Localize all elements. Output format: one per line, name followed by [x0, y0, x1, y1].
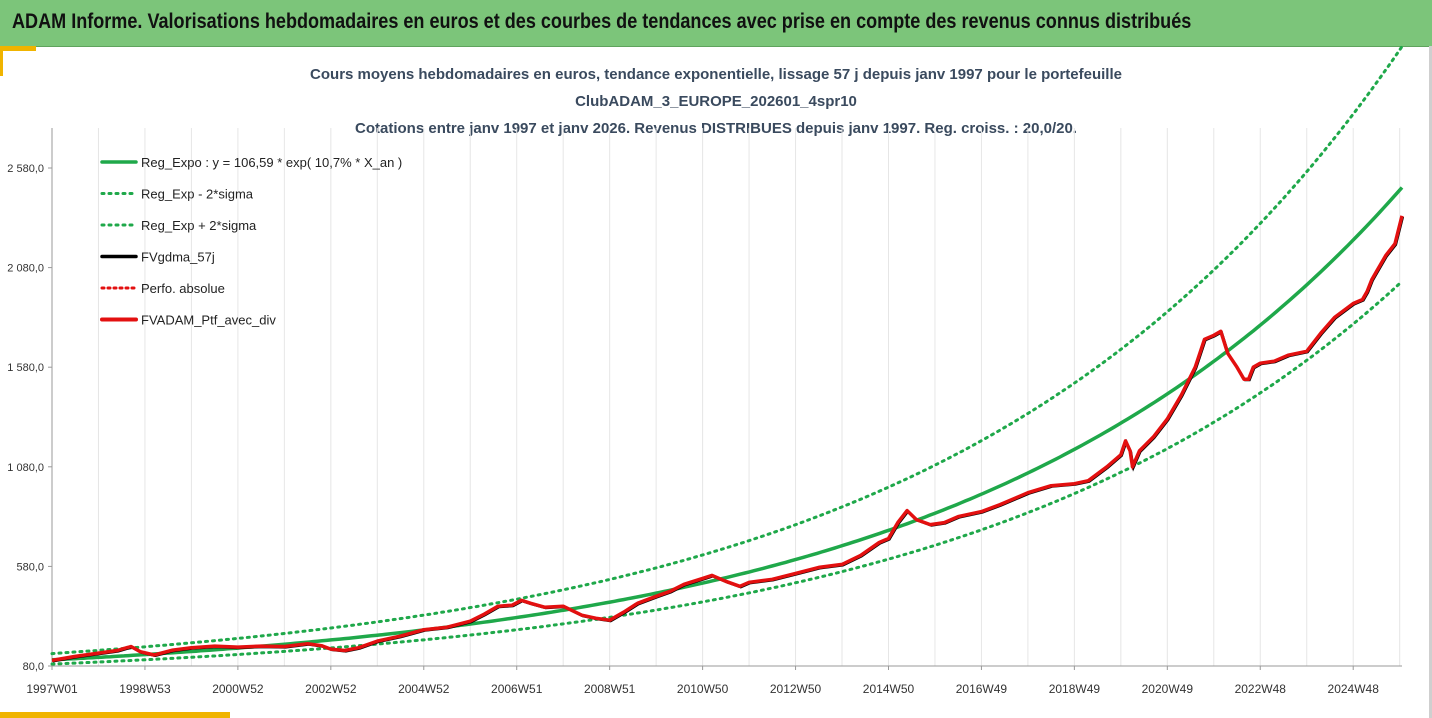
- y-tick-label: 580,0: [16, 561, 44, 573]
- series-reg-plus-2sigma: [50, 45, 1404, 656]
- series-reg-expo: [51, 186, 1404, 662]
- corner-accent: [0, 46, 36, 51]
- x-tick-label: 2018W49: [1049, 682, 1101, 696]
- legend-label: Reg_Exp - 2*sigma: [141, 187, 254, 202]
- legend-label: Perfo. absolue: [141, 281, 225, 296]
- y-tick-label: 2 080,0: [7, 263, 44, 275]
- right-border: [1429, 46, 1432, 718]
- x-tick-label: 1997W01: [26, 682, 78, 696]
- y-tick-label: 80,0: [23, 661, 44, 673]
- series-fvadam-ptf: [51, 215, 1404, 663]
- page-title: ADAM Informe. Valorisations hebdomadaire…: [12, 10, 1192, 33]
- legend-label: FVgdma_57j: [141, 250, 215, 265]
- chart-title-line-3: Cotations entre janv 1997 et janv 2026. …: [355, 120, 1077, 137]
- x-tick-label: 2010W50: [677, 682, 729, 696]
- legend-label: FVADAM_Ptf_avec_div: [141, 313, 276, 328]
- x-tick-label: 2004W52: [398, 682, 450, 696]
- x-tick-label: 2008W51: [584, 682, 636, 696]
- y-tick-label: 2 580,0: [7, 163, 44, 175]
- chart-title-line-1: Cours moyens hebdomadaires en euros, ten…: [310, 66, 1122, 83]
- y-tick-label: 1 580,0: [7, 362, 44, 374]
- x-tick-label: 2000W52: [212, 682, 264, 696]
- x-tick-label: 2006W51: [491, 682, 543, 696]
- x-tick-label: 2022W48: [1235, 682, 1287, 696]
- x-tick-label: 2002W52: [305, 682, 357, 696]
- x-tick-label: 2012W50: [770, 682, 822, 696]
- legend-label: Reg_Expo : y = 106,59 * exp( 10,7% * X_a…: [141, 155, 402, 170]
- legend-label: Reg_Exp + 2*sigma: [141, 218, 257, 233]
- grid-lines: [97, 128, 1401, 666]
- x-tick-label: 2016W49: [956, 682, 1008, 696]
- header-banner: ADAM Informe. Valorisations hebdomadaire…: [0, 0, 1432, 47]
- x-axis: 1997W01 1998W53 2000W52 2002W52 2004W52 2006W…: [26, 665, 1402, 696]
- series-reg-minus-2sigma: [50, 279, 1404, 666]
- legend: Reg_Expo : y = 106,59 * exp( 10,7% * X_a…: [100, 155, 402, 328]
- x-tick-label: 1998W53: [119, 682, 171, 696]
- corner-accent-vertical: [0, 46, 3, 76]
- series-group: [50, 45, 1405, 666]
- chart-title-line-2: ClubADAM_3_EUROPE_202601_4spr10: [575, 93, 857, 110]
- x-tick-label: 2014W50: [863, 682, 915, 696]
- y-tick-label: 1 080,0: [7, 462, 44, 474]
- x-tick-label: 2024W48: [1328, 682, 1380, 696]
- y-axis: 80,0 580,0 1 080,0 1 580,0 2 080,0 2 580,0: [7, 128, 53, 673]
- x-tick-label: 2020W49: [1142, 682, 1194, 696]
- bottom-accent: [0, 712, 230, 718]
